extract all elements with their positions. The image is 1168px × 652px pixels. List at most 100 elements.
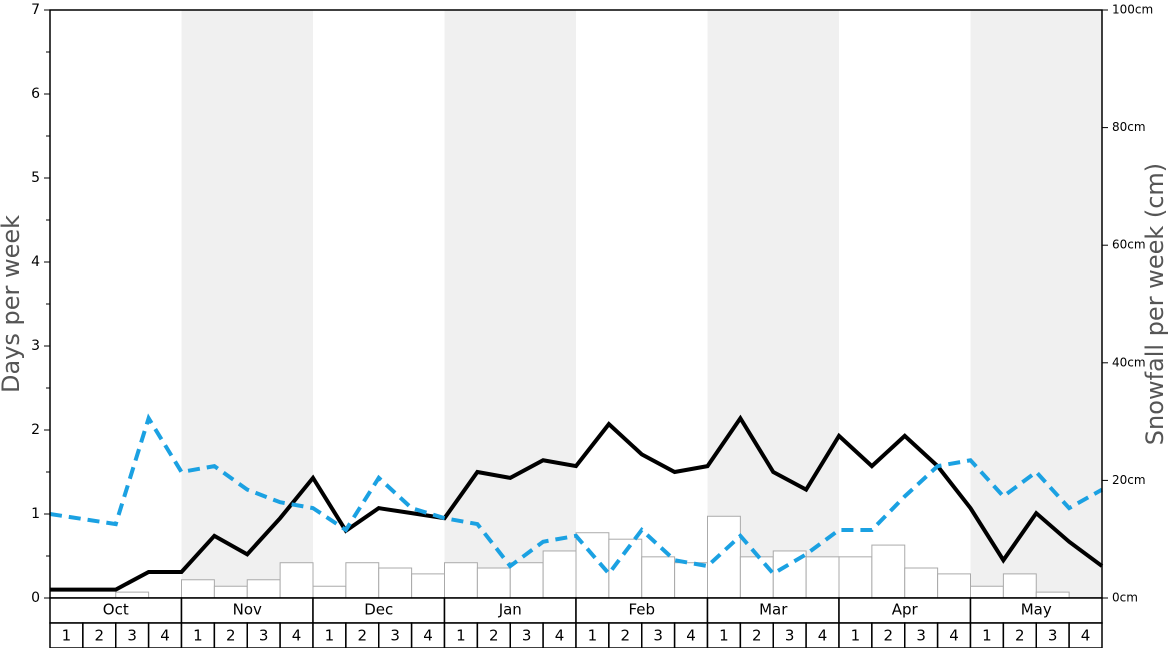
- month-label: May: [1021, 601, 1052, 619]
- month-label: Oct: [103, 601, 129, 619]
- week-cell: [772, 622, 807, 649]
- week-cell: [1068, 622, 1103, 649]
- x-tick-label: 2: [95, 627, 105, 645]
- month-shade: [707, 10, 839, 598]
- snowfall-bar: [345, 562, 380, 599]
- month-label: Nov: [233, 601, 262, 619]
- x-tick-label: 2: [489, 627, 499, 645]
- snowfall-bar: [1002, 573, 1037, 599]
- x-tick-label: 1: [982, 627, 992, 645]
- y-tick-label: 0: [31, 590, 40, 606]
- x-tick-label: 4: [423, 627, 433, 645]
- snowfall-bar: [904, 567, 939, 599]
- y-tick-label: 3: [31, 338, 40, 354]
- week-cell: [115, 622, 150, 649]
- y2-tick-label: 60cm: [1112, 238, 1146, 252]
- y2-tick-label: 100cm: [1112, 3, 1153, 17]
- week-cell: [279, 622, 314, 649]
- x-tick-label: 4: [949, 627, 959, 645]
- month-label: Feb: [628, 601, 655, 619]
- month-cell: [312, 597, 446, 624]
- month-label: Mar: [759, 601, 788, 619]
- x-tick-label: 1: [456, 627, 466, 645]
- x-tick-label: 3: [127, 627, 137, 645]
- week-cell: [82, 622, 117, 649]
- x-tick-label: 1: [62, 627, 72, 645]
- snowfall-bar: [279, 562, 314, 599]
- month-shade: [970, 10, 1102, 598]
- x-tick-label: 3: [1048, 627, 1058, 645]
- x-tick-label: 2: [226, 627, 236, 645]
- snowfall-bar: [805, 556, 840, 599]
- snowfall-bar: [444, 562, 478, 599]
- x-tick-label: 4: [555, 627, 565, 645]
- x-tick-label: 2: [752, 627, 762, 645]
- series-line: [50, 414, 1104, 592]
- y2-tick-label: 0cm: [1112, 591, 1138, 605]
- week-cell: [180, 622, 216, 649]
- month-label: Dec: [364, 601, 393, 619]
- week-cell: [49, 622, 84, 649]
- snowfall-bar: [213, 585, 248, 599]
- month-cell: [969, 597, 1103, 624]
- snowfall-bar: [739, 556, 774, 599]
- snowfall-bar: [641, 556, 676, 599]
- x-tick-label: 4: [686, 627, 696, 645]
- x-tick-label: 1: [588, 627, 598, 645]
- snowfall-bar: [411, 573, 445, 599]
- month-cell: [706, 597, 840, 624]
- x-tick-label: 2: [621, 627, 631, 645]
- x-tick-label: 4: [818, 627, 828, 645]
- x-tick-label: 3: [785, 627, 795, 645]
- month-shade: [444, 10, 576, 598]
- x-tick-label: 4: [160, 627, 170, 645]
- snowfall-bar: [476, 567, 511, 599]
- x-tick-label: 1: [719, 627, 729, 645]
- week-cell: [246, 622, 281, 649]
- month-label: Apr: [892, 601, 919, 619]
- snowfall-bar: [937, 573, 971, 599]
- x-tick-label: 3: [259, 627, 269, 645]
- x-tick-label: 2: [358, 627, 368, 645]
- x-tick-label: 3: [653, 627, 663, 645]
- x-tick-label: 1: [193, 627, 203, 645]
- snowfall-bar: [674, 562, 708, 599]
- x-tick-label: 1: [325, 627, 335, 645]
- snowfall-bar: [707, 515, 741, 599]
- x-tick-label: 1: [851, 627, 861, 645]
- y-tick-label: 4: [31, 254, 40, 270]
- y-tick-label: 1: [31, 506, 40, 522]
- x-tick-label: 3: [522, 627, 532, 645]
- y2-tick-label: 40cm: [1112, 355, 1146, 369]
- week-cell: [706, 622, 742, 649]
- month-label: Jan: [498, 601, 522, 619]
- x-tick-label: 4: [292, 627, 302, 645]
- week-cell: [904, 622, 939, 649]
- snowfall-bar: [181, 579, 215, 599]
- y-tick-label: 2: [31, 422, 40, 438]
- y2-tick-label: 20cm: [1112, 473, 1146, 487]
- snowfall-bar: [509, 562, 544, 599]
- y2-axis-title: Snowfall per week (cm): [1141, 163, 1168, 445]
- snowfall-bar: [871, 544, 906, 599]
- week-cell: [443, 622, 479, 649]
- y-tick-label: 7: [31, 2, 40, 18]
- month-cell: [575, 597, 709, 624]
- snowfall-bar: [970, 585, 1004, 599]
- x-tick-label: 2: [1015, 627, 1025, 645]
- week-cell: [312, 622, 347, 649]
- snowfall-bar: [1035, 591, 1070, 599]
- y-axis-title: Days per week: [0, 215, 25, 393]
- snowfall-bar: [542, 550, 577, 599]
- series-line: [49, 413, 1103, 577]
- snowfall-bar: [838, 556, 873, 599]
- snowfall-bar: [378, 567, 413, 599]
- x-tick-label: 4: [1081, 627, 1091, 645]
- y-tick-label: 6: [31, 86, 40, 102]
- snowfall-bar: [246, 579, 281, 599]
- week-cell: [739, 622, 774, 649]
- y-tick-label: 5: [31, 170, 40, 186]
- month-cell: [838, 597, 972, 624]
- month-cell: [49, 597, 183, 624]
